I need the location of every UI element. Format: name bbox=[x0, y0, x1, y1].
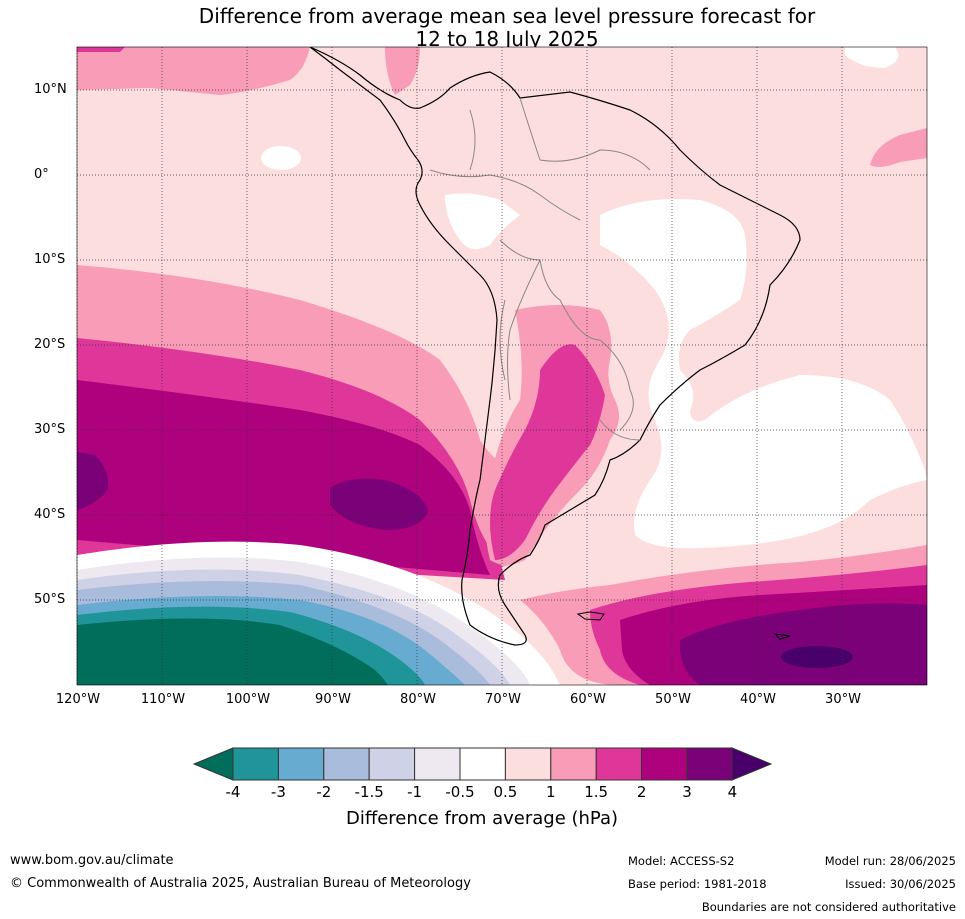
footer-disclaimer: Boundaries are not considered authoritat… bbox=[701, 900, 956, 914]
lat-label-50s: 50°S bbox=[34, 592, 66, 607]
contour-south-3-4-west bbox=[77, 452, 109, 510]
colorbar-label: Difference from average (hPa) bbox=[345, 808, 619, 829]
colorbar-tick-label: -1 bbox=[407, 783, 423, 801]
lon-label-70w: 70°W bbox=[485, 692, 521, 707]
colorbar-cell-2_3 bbox=[641, 747, 688, 781]
contour-below-4 bbox=[77, 618, 388, 685]
map-frame bbox=[76, 46, 928, 686]
contour-south-3-4-center bbox=[330, 478, 428, 530]
lon-label-30w: 30°W bbox=[825, 692, 861, 707]
colorbar-tick-label: -1.5 bbox=[354, 783, 384, 801]
contour-north-1-1.5 bbox=[77, 47, 310, 95]
contour-atlantic-above-4 bbox=[781, 646, 853, 668]
country-borders bbox=[429, 97, 651, 441]
colorbar-cell-1.5_2 bbox=[595, 747, 643, 781]
map-title-line1: Difference from average mean sea level p… bbox=[198, 4, 816, 28]
footer-website: www.bom.gov.au/climate bbox=[10, 853, 174, 868]
falkland-islands bbox=[576, 611, 605, 621]
colorbar-tick-label: 2 bbox=[636, 783, 647, 801]
colorbar-tick-label: -3 bbox=[270, 783, 286, 801]
colorbar-tick-label: 1.5 bbox=[584, 783, 609, 801]
lon-label-90w: 90°W bbox=[315, 692, 351, 707]
graticule bbox=[76, 47, 927, 685]
colorbar-cell-1_1.5 bbox=[550, 747, 597, 781]
lat-label-10s: 10°S bbox=[34, 252, 66, 267]
south-america-coast bbox=[309, 47, 801, 646]
lat-label-0: 0° bbox=[34, 167, 49, 182]
colorbar-cell--1_-0.5 bbox=[414, 747, 461, 781]
lon-label-80w: 80°W bbox=[400, 692, 436, 707]
lon-label-100w: 100°W bbox=[225, 692, 271, 707]
south-georgia bbox=[773, 633, 791, 640]
colorbar-cell-0.5_1 bbox=[504, 747, 552, 781]
colorbar-tick-label: -0.5 bbox=[445, 783, 475, 801]
colorbar-tick-label: -4 bbox=[225, 783, 241, 801]
map-title-line2: 12 to 18 July 2025 bbox=[415, 27, 599, 51]
lat-label-20s: 20°S bbox=[34, 337, 66, 352]
footer-copyright: © Commonwealth of Australia 2025, Austra… bbox=[10, 876, 471, 891]
colorbar-tick-label: 4 bbox=[727, 783, 738, 801]
colorbar-cells bbox=[232, 747, 733, 781]
footer-base-period: Base period: 1981-2018 bbox=[628, 877, 767, 891]
colorbar-tick-label: 1 bbox=[546, 783, 556, 801]
contour-argentina-1.5-2 bbox=[490, 344, 605, 560]
contour-white-andes bbox=[445, 193, 520, 249]
coastlines bbox=[309, 47, 801, 646]
colorbar-cell--1.5_-1 bbox=[368, 747, 416, 781]
lat-label-10n: 10°N bbox=[34, 82, 67, 97]
footer-model-run: Model run: 28/06/2025 bbox=[824, 854, 956, 868]
contour-north2-1-1.5 bbox=[385, 47, 420, 95]
colorbar-cell--4_-3 bbox=[232, 747, 279, 781]
contour-white-brazil bbox=[600, 199, 927, 549]
lon-label-120w: 120°W bbox=[55, 692, 101, 707]
colorbar-cell--2_-1.5 bbox=[323, 747, 370, 781]
colorbar-tick-label: 0.5 bbox=[493, 783, 518, 801]
contour-north-1.5-2 bbox=[77, 47, 125, 52]
lat-label-30s: 30°S bbox=[34, 422, 66, 437]
contour-white-pacific bbox=[261, 146, 301, 170]
colorbar-tick-label: -2 bbox=[316, 783, 332, 801]
colorbar-extend-high bbox=[731, 747, 773, 781]
lon-label-60w: 60°W bbox=[570, 692, 606, 707]
footer-model: Model: ACCESS-S2 bbox=[628, 854, 735, 868]
colorbar-cell--0.5_0.5 bbox=[459, 747, 506, 781]
colorbar-cell--3_-2 bbox=[277, 747, 325, 781]
colorbar-cell-3_4 bbox=[686, 747, 733, 781]
lon-label-50w: 50°W bbox=[655, 692, 691, 707]
colorbar-extend-low bbox=[192, 747, 234, 781]
lon-label-40w: 40°W bbox=[740, 692, 776, 707]
footer-issued: Issued: 30/06/2025 bbox=[845, 877, 956, 891]
colorbar-tick-label: 3 bbox=[682, 783, 692, 801]
lat-label-40s: 40°S bbox=[34, 507, 66, 522]
lon-label-110w: 110°W bbox=[140, 692, 186, 707]
contour-atlantic-3-4 bbox=[679, 603, 927, 685]
contour-white-ne bbox=[845, 47, 899, 68]
contour-east-1-1.5 bbox=[870, 128, 927, 167]
